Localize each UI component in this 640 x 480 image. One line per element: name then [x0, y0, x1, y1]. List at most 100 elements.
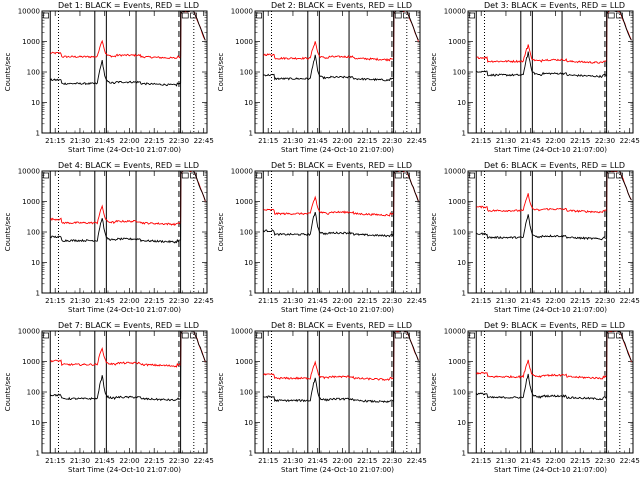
x-tick-label: 21:45 [95, 137, 115, 145]
y-tick-label: 100 [453, 69, 466, 77]
x-tick-label: 22:45 [194, 457, 214, 465]
y-tick-label: 100 [240, 229, 253, 237]
plot-title: Det 2: BLACK = Events, RED = LLD [271, 1, 412, 10]
x-tick-label: 22:00 [545, 457, 565, 465]
detector-plot-7: Det 7: BLACK = Events, RED = LLD Counts/s… [4, 321, 214, 474]
lld-trace [476, 170, 632, 214]
x-tick-label: 22:00 [332, 137, 352, 145]
saa-marker-box [394, 172, 402, 179]
y-tick-label: 10000 [231, 168, 253, 176]
saa-marker-box [256, 172, 262, 179]
x-tick-label: 22:45 [620, 297, 640, 305]
y-tick-label: 1 [249, 290, 253, 298]
detector-plot-5: Det 5: BLACK = Events, RED = LLD Counts/s… [217, 161, 427, 314]
x-tick-label: 21:45 [95, 457, 115, 465]
x-tick-label: 22:15 [570, 297, 590, 305]
x-tick-label: 21:45 [95, 297, 115, 305]
x-axis-label: Start Time (24-Oct-10 21:07:00) [281, 146, 394, 154]
events-trace [49, 330, 206, 402]
y-axis-label: Counts/sec [4, 373, 12, 412]
x-tick-label: 21:15 [45, 137, 65, 145]
events-trace [263, 10, 419, 82]
x-tick-label: 22:30 [382, 137, 402, 145]
y-tick-label: 100 [27, 389, 40, 397]
x-tick-label: 22:00 [332, 297, 352, 305]
plot-title: Det 5: BLACK = Events, RED = LLD [271, 161, 412, 170]
y-tick-label: 1000 [448, 38, 466, 46]
x-tick-label: 22:15 [570, 457, 590, 465]
plot-frame [254, 330, 421, 454]
y-tick-label: 10 [457, 99, 466, 107]
saa-marker-box [469, 172, 475, 179]
y-tick-label: 1000 [235, 198, 253, 206]
detector-plot-8: Det 8: BLACK = Events, RED = LLD Counts/s… [217, 321, 427, 474]
x-tick-label: 21:15 [258, 297, 278, 305]
y-tick-label: 10000 [231, 8, 253, 16]
y-tick-label: 10000 [18, 328, 40, 336]
y-tick-label: 10000 [18, 8, 40, 16]
x-axis-label: Start Time (24-Oct-10 21:07:00) [494, 466, 607, 474]
x-tick-label: 22:15 [144, 297, 164, 305]
saa-marker-box [403, 12, 410, 19]
x-axis-label: Start Time (24-Oct-10 21:07:00) [281, 466, 394, 474]
plot-frame [41, 330, 208, 454]
saa-marker-box [256, 332, 262, 339]
lld-trace [50, 330, 206, 368]
plot-title: Det 3: BLACK = Events, RED = LLD [484, 1, 625, 10]
saa-marker-box [43, 172, 50, 179]
y-tick-label: 100 [27, 229, 40, 237]
x-tick-label: 21:45 [308, 137, 328, 145]
y-tick-label: 100 [27, 69, 40, 77]
y-axis-label: Counts/sec [430, 373, 438, 412]
x-tick-label: 22:30 [382, 297, 402, 305]
y-tick-label: 1 [36, 130, 40, 138]
x-tick-label: 21:45 [521, 137, 541, 145]
lld-trace [49, 170, 206, 227]
lld-trace [475, 330, 632, 380]
x-tick-label: 22:00 [119, 137, 139, 145]
x-tick-label: 22:15 [357, 457, 377, 465]
y-tick-label: 10 [244, 419, 253, 427]
y-tick-label: 1 [249, 450, 253, 458]
x-axis-label: Start Time (24-Oct-10 21:07:00) [68, 466, 181, 474]
y-tick-label: 10 [31, 259, 40, 267]
y-tick-label: 10 [244, 99, 253, 107]
detector-plot-4: Det 4: BLACK = Events, RED = LLD Counts/s… [4, 161, 214, 314]
saa-marker-box [181, 12, 189, 19]
events-trace [262, 170, 419, 238]
x-tick-label: 22:30 [595, 137, 615, 145]
saa-marker-box [394, 12, 402, 19]
x-tick-label: 22:15 [144, 137, 164, 145]
plot-frame [41, 10, 208, 134]
x-tick-label: 22:30 [595, 297, 615, 305]
x-tick-label: 21:45 [521, 297, 541, 305]
y-tick-label: 10 [457, 259, 466, 267]
x-tick-label: 21:15 [471, 137, 491, 145]
lld-trace [476, 10, 632, 64]
x-tick-label: 22:15 [357, 297, 377, 305]
detector-plot-1: Det 1: BLACK = Events, RED = LLD Counts/s… [4, 1, 214, 154]
detector-plot-2: Det 2: BLACK = Events, RED = LLD Counts/s… [217, 1, 427, 154]
y-tick-label: 10000 [444, 168, 466, 176]
events-trace [50, 170, 206, 244]
y-tick-label: 1000 [22, 358, 40, 366]
plot-frame [467, 330, 634, 454]
y-tick-label: 1000 [235, 38, 253, 46]
plot-frame [254, 10, 421, 134]
x-tick-label: 21:15 [258, 457, 278, 465]
x-tick-label: 22:45 [620, 137, 640, 145]
y-axis-label: Counts/sec [430, 213, 438, 252]
y-tick-label: 1000 [22, 38, 40, 46]
saa-marker-box [469, 332, 475, 339]
plot-title: Det 1: BLACK = Events, RED = LLD [58, 1, 199, 10]
x-axis-label: Start Time (24-Oct-10 21:07:00) [68, 306, 181, 314]
x-axis-label: Start Time (24-Oct-10 21:07:00) [68, 146, 181, 154]
saa-marker-box [607, 12, 615, 19]
y-tick-label: 10 [244, 259, 253, 267]
saa-marker-box [616, 172, 623, 179]
y-tick-label: 10 [31, 419, 40, 427]
saa-marker-box [616, 332, 623, 339]
y-tick-label: 100 [453, 389, 466, 397]
y-tick-label: 100 [240, 389, 253, 397]
